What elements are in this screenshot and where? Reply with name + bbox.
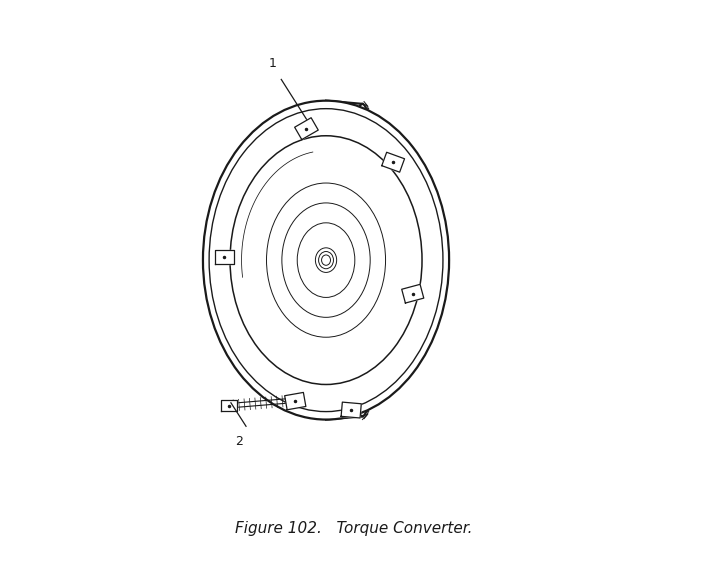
Polygon shape (401, 284, 424, 303)
Polygon shape (295, 118, 319, 140)
Text: 2: 2 (235, 434, 244, 447)
Polygon shape (215, 250, 234, 264)
Text: Figure 102.   Torque Converter.: Figure 102. Torque Converter. (235, 521, 473, 536)
Text: 1: 1 (269, 57, 277, 70)
Polygon shape (382, 152, 404, 172)
Ellipse shape (203, 101, 449, 420)
Polygon shape (285, 393, 306, 410)
Ellipse shape (347, 104, 378, 416)
Polygon shape (341, 402, 361, 418)
Polygon shape (221, 399, 236, 411)
